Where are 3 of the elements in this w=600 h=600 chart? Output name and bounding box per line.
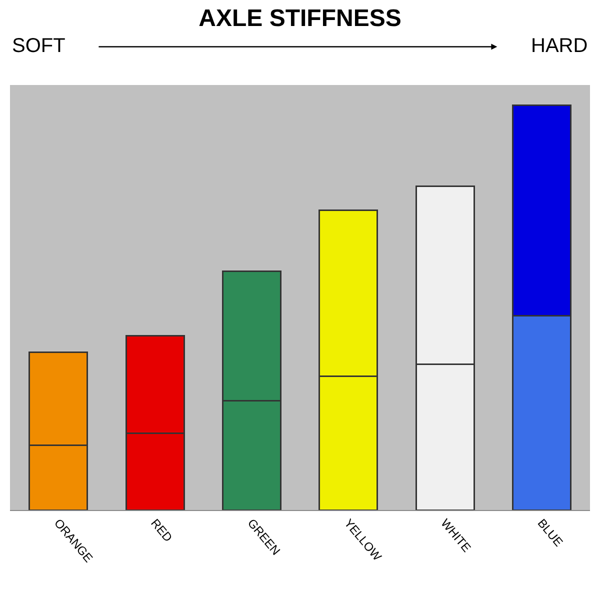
chart-title: AXLE STIFFNESS: [198, 4, 402, 32]
text: HARD: [531, 35, 588, 57]
text: SOFT: [12, 35, 66, 57]
